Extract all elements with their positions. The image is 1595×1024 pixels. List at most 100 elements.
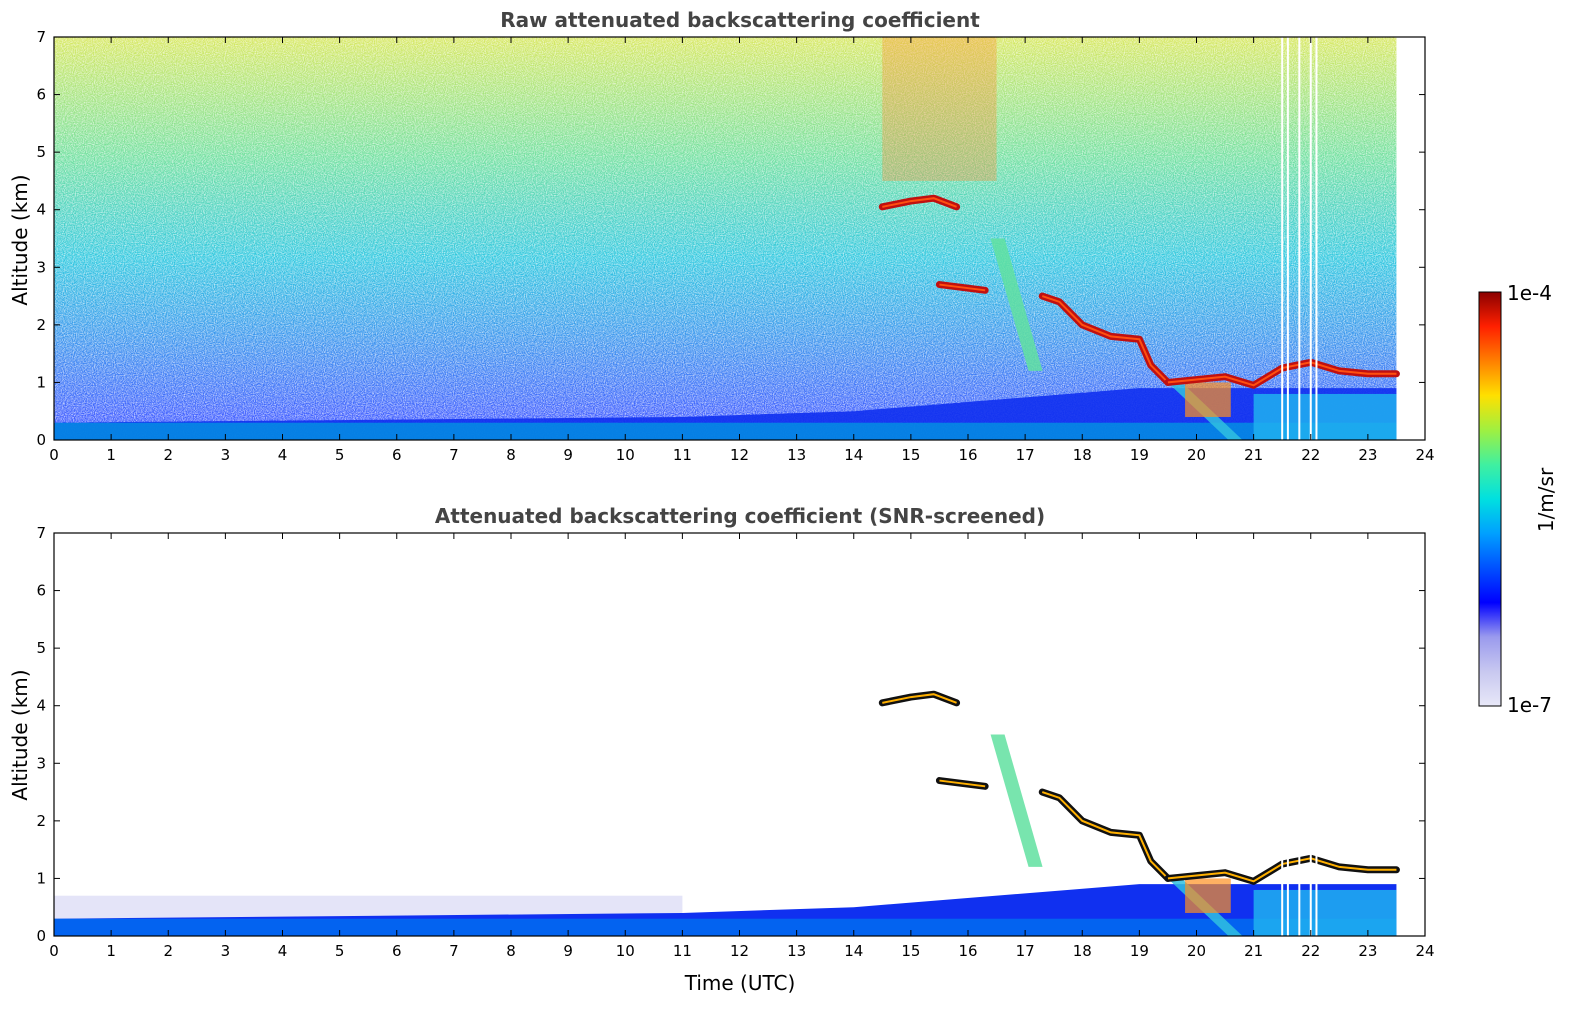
x-tick-label: 23 [1358, 942, 1377, 960]
colorbar-bar [1478, 291, 1502, 707]
panel2-ticks: 0 1 2 3 4 5 6 7 8 9 10 11 12 13 14 15 16 17 18 19 20 21 22 23 24… [36, 524, 1434, 960]
cloud-layer-core [882, 197, 957, 208]
x-tick-label: 1 [106, 446, 116, 464]
x-tick-label: 7 [449, 446, 459, 464]
x-tick-label: 16 [958, 446, 977, 464]
x-tick-label: 7 [449, 942, 459, 960]
x-tick-label: 19 [1130, 446, 1149, 464]
y-tick-label: 5 [36, 143, 46, 161]
raw-backscatter-field [54, 37, 1400, 440]
x-tick-label: 11 [673, 942, 692, 960]
y-tick-label: 5 [36, 639, 46, 657]
y-tick-label: 6 [36, 582, 46, 600]
y-tick-label: 7 [36, 28, 46, 46]
panel2-ylabel: Altitude (km) [8, 669, 32, 800]
colorbar-min-label: 1e-7 [1507, 693, 1552, 717]
x-tick-label: 14 [844, 446, 863, 464]
y-tick-label: 2 [36, 812, 46, 830]
cloud-layer-core [882, 693, 957, 704]
x-tick-label: 11 [673, 446, 692, 464]
cloud-layer-core [939, 779, 986, 788]
cloud-layer [1038, 788, 1172, 882]
x-tick-label: 21 [1244, 942, 1263, 960]
x-tick-label: 8 [506, 942, 516, 960]
orange-core [1185, 382, 1231, 417]
x-tick-label: 14 [844, 942, 863, 960]
y-tick-label: 4 [36, 697, 46, 715]
screened-surface-layer [54, 918, 1397, 936]
y-tick-label: 1 [36, 869, 46, 887]
x-tick-label: 10 [616, 942, 635, 960]
low-cloud-below-band [1253, 889, 1397, 936]
colorbar-max-label: 1e-4 [1507, 281, 1552, 305]
x-tick-label: 5 [335, 446, 345, 464]
y-tick-label: 0 [36, 927, 46, 945]
y-tick-label: 0 [36, 431, 46, 449]
x-tick-label: 2 [163, 942, 173, 960]
x-tick-label: 18 [1073, 446, 1092, 464]
x-tick-label: 3 [221, 446, 231, 464]
colorbar: 1e-4 1e-7 1/m/sr [1478, 281, 1558, 717]
x-tick-label: 17 [1016, 942, 1035, 960]
x-tick-label: 2 [163, 446, 173, 464]
x-tick-label: 24 [1415, 942, 1434, 960]
x-tick-label: 24 [1415, 446, 1434, 464]
low-cloud-below-band [1253, 393, 1397, 440]
x-tick-label: 3 [221, 942, 231, 960]
y-tick-label: 1 [36, 373, 46, 391]
x-tick-label: 21 [1244, 446, 1263, 464]
panel2-title: Attenuated backscattering coefficient (S… [435, 504, 1045, 528]
x-tick-label: 1 [106, 942, 116, 960]
x-tick-label: 19 [1130, 942, 1149, 960]
x-tick-label: 22 [1301, 446, 1320, 464]
x-tick-label: 23 [1358, 446, 1377, 464]
colorbar-unit-label: 1/m/sr [1534, 467, 1558, 532]
orange-core [1185, 878, 1231, 913]
x-tick-label: 0 [49, 446, 59, 464]
y-tick-label: 6 [36, 86, 46, 104]
x-tick-label: 13 [787, 446, 806, 464]
raw-backscatter-panel: Raw attenuated backscattering coefficien… [8, 8, 1435, 464]
x-tick-label: 17 [1016, 446, 1035, 464]
y-tick-label: 3 [36, 258, 46, 276]
panel1-title: Raw attenuated backscattering coefficien… [500, 8, 980, 32]
x-tick-label: 6 [392, 942, 402, 960]
x-tick-label: 8 [506, 446, 516, 464]
x-tick-label: 4 [278, 446, 288, 464]
panel1-ylabel: Altitude (km) [8, 174, 32, 305]
x-tick-label: 0 [49, 942, 59, 960]
y-tick-label: 7 [36, 524, 46, 542]
x-tick-label: 15 [901, 942, 920, 960]
x-tick-label: 16 [958, 942, 977, 960]
surface-aerosol-layer [54, 422, 1397, 440]
x-tick-label: 15 [901, 446, 920, 464]
x-tick-label: 5 [335, 942, 345, 960]
x-tick-label: 4 [278, 942, 288, 960]
screened-backscatter-field [54, 533, 1400, 936]
x-tick-label: 20 [1187, 446, 1206, 464]
x-tick-label: 22 [1301, 942, 1320, 960]
raw-speckle-overlay [54, 37, 1397, 440]
panel2-xlabel: Time (UTC) [684, 971, 796, 995]
x-tick-label: 20 [1187, 942, 1206, 960]
x-tick-label: 18 [1073, 942, 1092, 960]
cloud-layer-core [939, 283, 986, 292]
screened-backscatter-panel: Attenuated backscattering coefficient (S… [8, 504, 1435, 995]
x-tick-label: 13 [787, 942, 806, 960]
precipitation-streak [990, 238, 1043, 371]
panel1-ticks: 0 1 2 3 4 5 6 7 8 9 10 11 12 13 14 15 16 17 18 19 20 21 22 23 24… [36, 28, 1434, 464]
raw-high-noise-patch [882, 37, 997, 181]
y-tick-label: 3 [36, 754, 46, 772]
x-tick-label: 9 [563, 446, 573, 464]
x-tick-label: 12 [730, 942, 749, 960]
x-tick-label: 12 [730, 446, 749, 464]
x-tick-label: 9 [563, 942, 573, 960]
x-tick-label: 10 [616, 446, 635, 464]
y-tick-label: 2 [36, 316, 46, 334]
y-tick-label: 4 [36, 201, 46, 219]
x-tick-label: 6 [392, 446, 402, 464]
precipitation-streak [990, 734, 1043, 867]
cloud-layer-core [1041, 791, 1169, 880]
